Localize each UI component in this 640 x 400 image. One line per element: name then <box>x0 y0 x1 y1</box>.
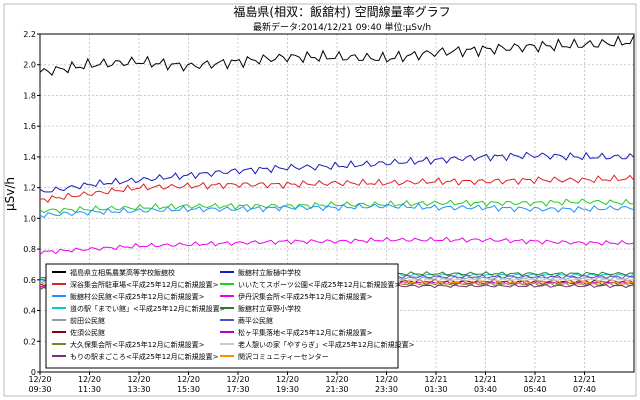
x-tick-label-time: 23:30 <box>375 385 398 394</box>
legend-entry: 飯舘村立飯樋中学校 <box>238 268 301 277</box>
x-tick-label-date: 12/20 <box>325 375 348 384</box>
y-tick-label: 2.0 <box>23 61 36 70</box>
x-tick-label-time: 11:30 <box>78 385 101 394</box>
series-line <box>39 35 635 76</box>
legend-entry: 松ヶ平集落地<平成25年12月に新規設置> <box>238 328 373 337</box>
legend-entry: 道の駅「までい館」<平成25年12月に新規設置> <box>70 304 226 313</box>
chart-subtitle: 最新データ:2014/12/21 09:40 単位:μSv/h <box>253 21 431 33</box>
y-tick-label: 1.2 <box>23 184 36 193</box>
y-tick-label: 1.4 <box>23 153 36 162</box>
x-tick-label-date: 12/21 <box>474 375 497 384</box>
legend-box <box>45 263 399 369</box>
x-tick-label-date: 12/20 <box>375 375 398 384</box>
x-tick-label-date: 12/20 <box>28 375 51 384</box>
x-tick-label-time: 17:30 <box>226 385 249 394</box>
x-tick-label-date: 12/21 <box>523 375 546 384</box>
axes: 00.20.40.60.81.01.21.41.61.82.02.212/200… <box>23 30 635 394</box>
x-tick-label-date: 12/21 <box>573 375 596 384</box>
y-tick-label: 2.2 <box>23 30 36 39</box>
y-tick-label: 1.0 <box>23 214 36 223</box>
x-tick-label-time: 07:40 <box>573 385 596 394</box>
x-tick-label-time: 15:30 <box>177 385 200 394</box>
y-tick-label: 0.4 <box>23 307 36 316</box>
x-tick-label-date: 12/20 <box>177 375 200 384</box>
legend-entry: いいたてスポーツ公園<平成25年12月に新規設置> <box>238 280 401 289</box>
legend-entry: 伊丹沢集会所<平成25年12月に新規設置> <box>238 292 373 301</box>
x-tick-label-time: 01:30 <box>424 385 447 394</box>
legend-entry: 蕨平公民館 <box>238 316 273 325</box>
legend: 福島県立相馬農業高等学校飯舘校 飯舘村立飯樋中学校深谷集会所駐車場<平成25年12… <box>45 263 415 369</box>
x-tick-label-time: 13:30 <box>127 385 150 394</box>
series-line <box>39 198 635 214</box>
legend-entry: 前田公民館 <box>70 316 105 325</box>
y-tick-label: 1.6 <box>23 122 36 131</box>
series-line <box>39 202 635 219</box>
y-tick-label: 0.8 <box>23 245 36 254</box>
y-tick-label: 1.8 <box>23 91 36 100</box>
x-tick-label-date: 12/20 <box>127 375 150 384</box>
legend-entry: 福島県立相馬農業高等学校飯舘校 <box>70 268 175 277</box>
legend-entry: 佐須公民館 <box>70 328 105 337</box>
x-tick-label-date: 12/21 <box>424 375 447 384</box>
y-tick-label: 0.2 <box>23 337 36 346</box>
x-tick-label-date: 12/20 <box>226 375 249 384</box>
legend-entry: 深谷集会所駐車場<平成25年12月に新規設置> <box>70 280 219 289</box>
chart-title: 福島県(相双：飯舘村) 空間線量率グラフ <box>233 4 450 19</box>
x-tick-label-date: 12/20 <box>276 375 299 384</box>
x-tick-label-time: 09:30 <box>28 385 51 394</box>
y-axis-label: μSv/h <box>3 177 17 211</box>
x-tick-label-date: 12/20 <box>78 375 101 384</box>
x-tick-label-time: 03:40 <box>474 385 497 394</box>
legend-entry: 飯舘村立草野小学校 <box>238 304 301 313</box>
legend-entry: 老人憩いの家「やすらぎ」<平成25年12月に新規設置> <box>238 340 415 349</box>
series-line <box>39 236 635 255</box>
legend-entry: もりの駅まごころ<平成25年12月に新規設置> <box>70 352 219 361</box>
x-tick-label-time: 19:30 <box>276 385 299 394</box>
series-line <box>39 174 635 203</box>
legend-entry: 関沢コミュニティーセンター <box>238 352 329 361</box>
y-tick-label: 0.6 <box>23 276 36 285</box>
y-tick-label: 0 <box>31 368 36 377</box>
x-tick-label-time: 05:40 <box>523 385 546 394</box>
x-tick-label-time: 21:30 <box>325 385 348 394</box>
legend-entry: 飯舘村公民館<平成25年12月に新規設置> <box>70 292 205 301</box>
series-line <box>39 151 635 193</box>
legend-entry: 大久保集会所<平成25年12月に新規設置> <box>70 340 205 349</box>
